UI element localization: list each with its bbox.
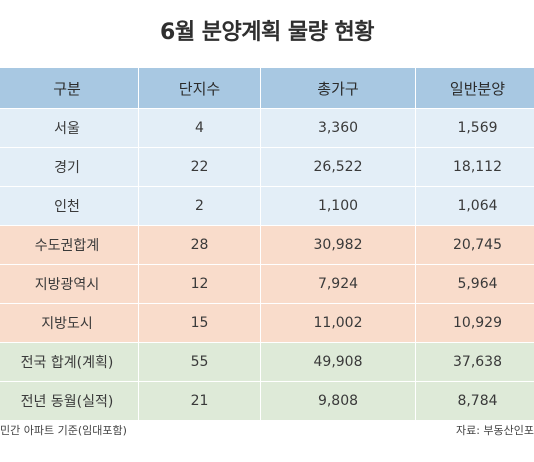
row-label: 경기 xyxy=(0,148,138,187)
row-label: 인천 xyxy=(0,187,138,226)
total-households-cell: 49,908 xyxy=(260,343,415,382)
row-label: 전국 합계(계획) xyxy=(0,343,138,382)
complex-count-cell: 55 xyxy=(138,343,260,382)
row-label: 전년 동월(실적) xyxy=(0,382,138,421)
general-sale-cell: 37,638 xyxy=(415,343,534,382)
total-households-cell: 26,522 xyxy=(260,148,415,187)
row-label: 수도권합계 xyxy=(0,226,138,265)
general-sale-cell: 1,064 xyxy=(415,187,534,226)
complex-count-cell: 12 xyxy=(138,265,260,304)
total-households-cell: 7,924 xyxy=(260,265,415,304)
row-label: 지방도시 xyxy=(0,304,138,343)
total-households-cell: 1,100 xyxy=(260,187,415,226)
footer-source: 자료: 부동산인포 xyxy=(455,424,534,437)
footer-note: 민간 아파트 기준(임대포함) xyxy=(0,424,127,437)
total-households-cell: 3,360 xyxy=(260,109,415,148)
row-label: 서울 xyxy=(0,109,138,148)
total-households-cell: 9,808 xyxy=(260,382,415,421)
complex-count-cell: 2 xyxy=(138,187,260,226)
complex-count-cell: 22 xyxy=(138,148,260,187)
general-sale-cell: 20,745 xyxy=(415,226,534,265)
page-title: 6월 분양계획 물량 현황 xyxy=(160,20,374,45)
header-total-households: 총가구 xyxy=(260,68,415,109)
complex-count-cell: 4 xyxy=(138,109,260,148)
general-sale-cell: 8,784 xyxy=(415,382,534,421)
header-general-sale: 일반분양 xyxy=(415,68,534,109)
general-sale-cell: 5,964 xyxy=(415,265,534,304)
complex-count-cell: 28 xyxy=(138,226,260,265)
general-sale-cell: 10,929 xyxy=(415,304,534,343)
total-households-cell: 30,982 xyxy=(260,226,415,265)
complex-count-cell: 15 xyxy=(138,304,260,343)
header-complex-count: 단지수 xyxy=(138,68,260,109)
supply-table: 구분 단지수 총가구 일반분양 서울 4 3,360 1,569 경기 22 2… xyxy=(0,68,534,421)
total-households-cell: 11,002 xyxy=(260,304,415,343)
complex-count-cell: 21 xyxy=(138,382,260,421)
row-label: 지방광역시 xyxy=(0,265,138,304)
general-sale-cell: 1,569 xyxy=(415,109,534,148)
general-sale-cell: 18,112 xyxy=(415,148,534,187)
header-category: 구분 xyxy=(0,68,138,109)
